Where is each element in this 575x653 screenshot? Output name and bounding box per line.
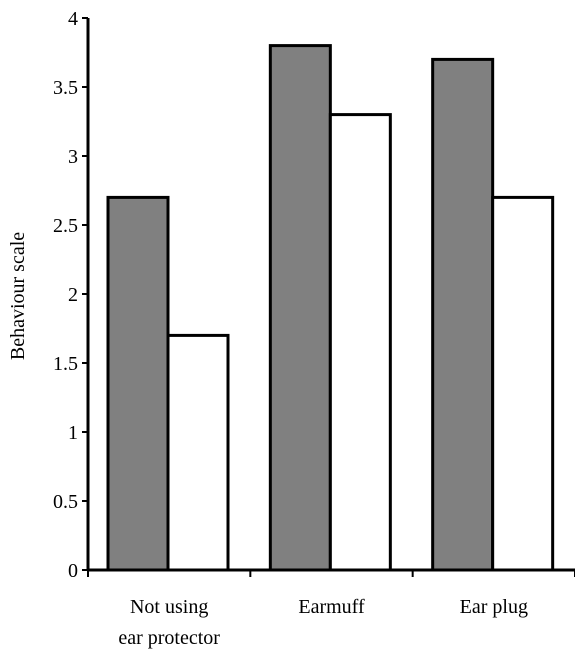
y-tick-label: 3 xyxy=(68,146,78,168)
bar-series2-cat3 xyxy=(491,195,555,572)
y-tick-labels: 0 0.5 1 1.5 2 2.5 3 3.5 4 xyxy=(53,8,78,582)
category-labels: Not using ear protector Earmuff Ear plug xyxy=(118,596,528,649)
bar-series1-cat1 xyxy=(106,195,170,572)
y-tick-label: 1.5 xyxy=(53,353,78,375)
y-tick-label: 0 xyxy=(68,560,78,582)
bar-series1-cat3 xyxy=(431,57,495,572)
y-tick-label: 4 xyxy=(68,8,78,30)
x-category-label: Earmuff xyxy=(298,596,365,618)
axes-group xyxy=(82,17,575,577)
bar-series2-cat2 xyxy=(328,113,392,572)
y-tick-label: 2 xyxy=(68,284,78,306)
x-category-label: Not using xyxy=(130,596,208,618)
x-category-label: ear protector xyxy=(118,627,220,649)
bar-series2-cat1 xyxy=(166,333,230,572)
y-tick-label: 0.5 xyxy=(53,491,78,513)
bars-group xyxy=(106,44,555,572)
bar-series1-cat2 xyxy=(268,44,332,572)
y-tick-label: 1 xyxy=(68,422,78,444)
x-category-label: Ear plug xyxy=(460,596,528,618)
y-tick-label: 2.5 xyxy=(53,215,78,237)
y-tick-label: 3.5 xyxy=(53,77,78,99)
y-axis-title: Behaviour scale xyxy=(7,232,29,360)
